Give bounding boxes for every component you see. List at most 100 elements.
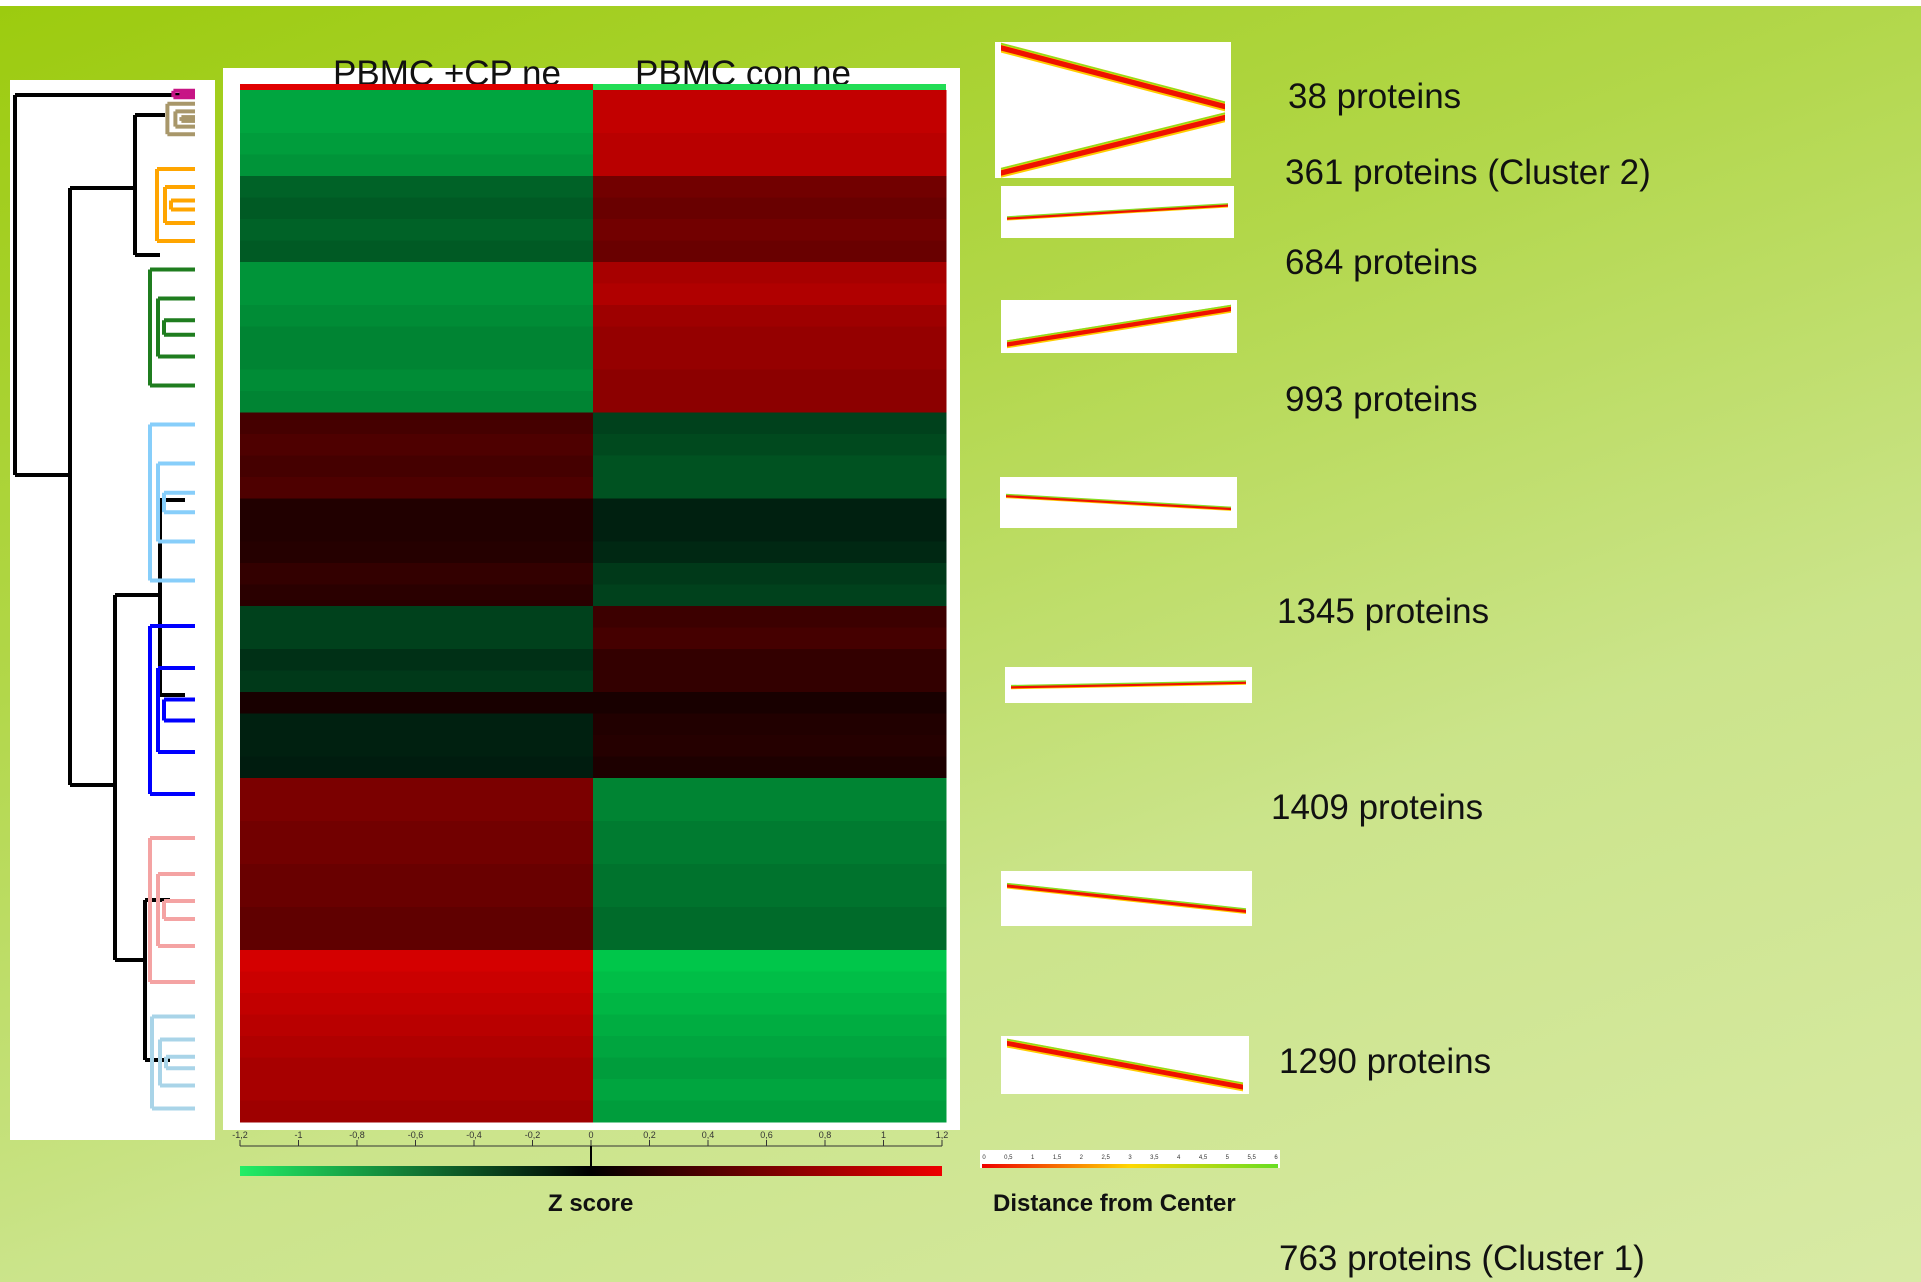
heatmap-cell <box>593 391 947 413</box>
heatmap-cell <box>593 692 947 714</box>
heatmap-cell <box>240 756 594 779</box>
heatmap-cell <box>593 1057 947 1080</box>
cluster-label-5: 1345 proteins <box>1277 592 1490 631</box>
heatmap-cell <box>593 627 947 650</box>
zscore-axis: -1,2 -1 -0,8 -0,6 -0,4 -0,2 0 0,2 0,4 0,6 0,8 1 1,2 <box>232 1130 949 1176</box>
distance-axis-background <box>980 1150 1280 1168</box>
heatmap-cell <box>240 348 594 370</box>
heatmap-cell <box>240 197 594 220</box>
dendrogram-cluster-3 <box>155 167 195 243</box>
dendrogram-panel <box>10 80 215 1140</box>
distance-tick-label: 4 <box>1177 1155 1181 1161</box>
heatmap-cell <box>593 455 947 478</box>
heatmap-cell <box>593 1036 947 1058</box>
heatmap-cell <box>240 864 594 886</box>
heatmap-cell <box>240 541 594 564</box>
heatmap-cell <box>240 326 594 349</box>
heatmap-cell <box>593 197 947 220</box>
heatmap-cell <box>240 928 594 951</box>
heatmap-cell <box>240 1036 594 1058</box>
distance-tick-label: 5,5 <box>1247 1155 1256 1161</box>
heatmap-cell <box>593 111 947 134</box>
heatmap-cell <box>593 326 947 349</box>
zscore-tick-label: 0 <box>588 1130 593 1140</box>
heatmap-cell <box>593 1079 947 1101</box>
cluster-label-3: 684 proteins <box>1285 243 1478 282</box>
heatmap-cell <box>593 993 947 1015</box>
heatmap-cell <box>593 885 947 908</box>
cluster-label-4: 993 proteins <box>1285 380 1478 419</box>
heatmap-cell <box>240 240 594 263</box>
trend-plot-1 <box>995 42 1231 112</box>
heatmap-cell <box>593 240 947 263</box>
heatmap-cell <box>240 1057 594 1080</box>
heatmap-cell <box>240 670 594 693</box>
heatmap-cell <box>593 90 947 112</box>
heatmap-cell <box>593 541 947 564</box>
cluster-label-2: 361 proteins (Cluster 2) <box>1285 153 1651 192</box>
trend-plot-6 <box>1005 667 1252 703</box>
heatmap-cell <box>240 778 594 800</box>
distance-tick-label: 1 <box>1031 1155 1035 1161</box>
zscore-tick-label: 1,2 <box>936 1130 949 1140</box>
heatmap-cell <box>593 412 947 435</box>
heatmap-cell <box>240 907 594 929</box>
trend-plot-5 <box>1000 477 1237 528</box>
zscore-tick-label: 1 <box>881 1130 886 1140</box>
heatmap-cell <box>593 670 947 693</box>
heatmap-cell <box>593 520 947 542</box>
heatmap-cell <box>240 971 594 994</box>
heatmap-cell <box>593 262 947 284</box>
heatmap-cell <box>593 154 947 177</box>
heatmap-cell <box>593 584 947 607</box>
zscore-tick-label: 0,2 <box>643 1130 656 1140</box>
distance-tick-label: 1,5 <box>1053 1155 1062 1161</box>
zscore-tick-label: -1,2 <box>232 1130 248 1140</box>
distance-tick-label: 3 <box>1128 1155 1132 1161</box>
zscore-tick-label: -1 <box>294 1130 302 1140</box>
dendrogram-cluster-5 <box>148 422 195 583</box>
trend-plot-8 <box>1001 1036 1249 1094</box>
heatmap-cell <box>593 971 947 994</box>
heatmap-cell <box>240 885 594 908</box>
heatmap-cell <box>240 154 594 177</box>
zscore-tick-label: -0,2 <box>525 1130 541 1140</box>
heatmap-cell <box>240 262 594 284</box>
heatmap-cell <box>593 477 947 499</box>
zscore-color-bar <box>240 1166 942 1176</box>
heatmap-cell <box>593 864 947 886</box>
cluster-label-1: 38 proteins <box>1288 77 1462 116</box>
heatmap-cell <box>240 584 594 607</box>
dendrogram-cluster-6 <box>148 624 195 796</box>
dendrogram-cluster-7 <box>148 836 195 984</box>
column-strip-pbmc-con <box>593 84 946 90</box>
distance-tick-label: 4,5 <box>1199 1155 1208 1161</box>
heatmap-cell <box>240 219 594 241</box>
heatmap-cell <box>593 176 947 198</box>
heatmap-cell <box>240 111 594 134</box>
heatmap-cell <box>240 1014 594 1037</box>
zscore-tick-label: -0,8 <box>349 1130 365 1140</box>
heatmap <box>240 84 947 1123</box>
heatmap-cell <box>240 799 594 822</box>
trend-plot-7 <box>1001 871 1252 926</box>
heatmap-cell <box>593 799 947 822</box>
distance-tick-label: 0 <box>982 1155 986 1161</box>
distance-tick-label: 2,5 <box>1101 1155 1110 1161</box>
heatmap-cell <box>593 950 947 972</box>
dendrogram-cluster-4 <box>148 267 195 388</box>
heatmap-cell <box>593 1100 947 1123</box>
heatmap-cell <box>240 993 594 1015</box>
zscore-axis-title: Z score <box>548 1190 634 1217</box>
distance-tick-label: 2 <box>1080 1155 1084 1161</box>
cluster-label-6: 1409 proteins <box>1271 788 1484 827</box>
zscore-tick-label: -0,6 <box>408 1130 424 1140</box>
zscore-tick-label: 0,4 <box>702 1130 715 1140</box>
heatmap-cell <box>240 606 594 628</box>
heatmap-cell <box>240 434 594 456</box>
heatmap-cell <box>240 412 594 435</box>
heatmap-cell <box>593 369 947 392</box>
distance-tick-label: 3,5 <box>1150 1155 1159 1161</box>
heatmap-cell <box>240 477 594 499</box>
